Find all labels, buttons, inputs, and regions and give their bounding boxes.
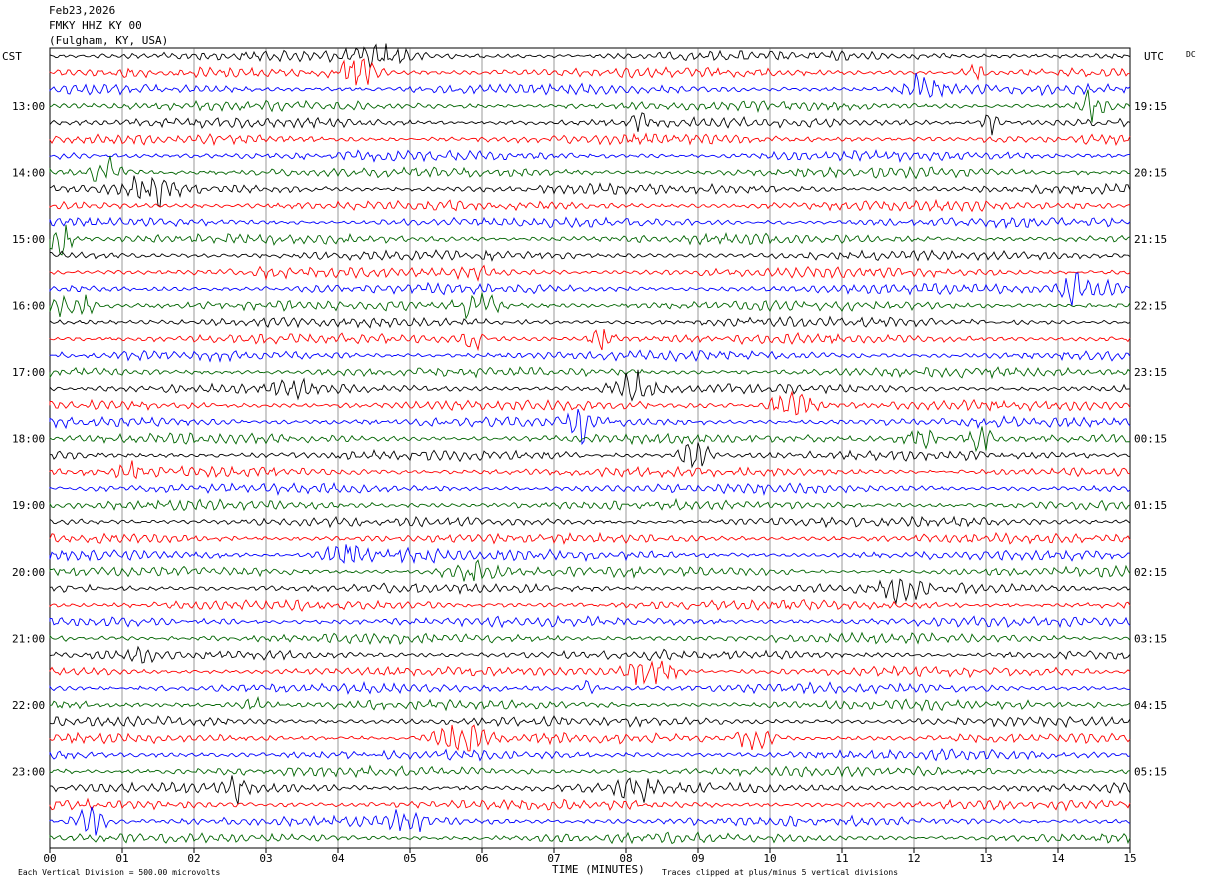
left-hour-label: 14:00 xyxy=(12,166,45,179)
seismic-trace xyxy=(49,329,1131,352)
station-label: FMKY HHZ KY 00 xyxy=(49,19,142,32)
seismic-trace xyxy=(49,497,1131,512)
seismic-trace xyxy=(49,442,1131,469)
left-hour-label: 13:00 xyxy=(12,100,45,113)
seismic-trace xyxy=(49,272,1131,306)
right-hour-label: 20:15 xyxy=(1134,166,1167,179)
left-hour-label: 22:00 xyxy=(12,699,45,712)
seismic-trace xyxy=(49,797,1131,812)
seismic-trace xyxy=(49,43,1131,70)
x-tick-label: 05 xyxy=(403,852,416,865)
x-tick-label: 04 xyxy=(331,852,345,865)
seismic-trace xyxy=(49,614,1131,629)
seismic-trace xyxy=(49,515,1131,529)
x-tick-label: 12 xyxy=(907,852,920,865)
left-hour-label: 19:00 xyxy=(12,499,45,512)
left-hour-label: 23:00 xyxy=(12,765,45,778)
seismic-trace xyxy=(49,72,1131,98)
seismic-trace xyxy=(49,724,1131,752)
clip-note: Traces clipped at plus/minus 5 vertical … xyxy=(662,868,899,877)
seismic-trace xyxy=(49,112,1131,136)
seismic-trace xyxy=(49,216,1131,229)
seismic-trace xyxy=(49,460,1131,480)
seismic-trace xyxy=(49,89,1131,123)
right-hour-label: 01:15 xyxy=(1134,499,1167,512)
seismic-trace xyxy=(49,315,1131,329)
scale-note: Each Vertical Division = 500.00 microvol… xyxy=(18,868,221,877)
seismic-trace xyxy=(49,408,1131,446)
x-tick-label: 13 xyxy=(979,852,992,865)
right-hour-label: 00:15 xyxy=(1134,433,1167,446)
x-axis-label: TIME (MINUTES) xyxy=(552,863,645,876)
location-label: (Fulgham, KY, USA) xyxy=(49,34,169,47)
seismic-trace xyxy=(49,58,1131,86)
seismic-trace xyxy=(49,544,1131,565)
left-timezone-label: CST xyxy=(2,50,22,63)
right-timezone-label: UTC xyxy=(1144,50,1164,63)
left-hour-label: 15:00 xyxy=(12,233,45,246)
seismic-trace xyxy=(49,645,1131,664)
seismic-trace xyxy=(49,660,1131,685)
left-hour-label: 21:00 xyxy=(12,632,45,645)
seismic-trace xyxy=(49,695,1131,712)
seismic-trace xyxy=(49,426,1131,453)
seismic-trace xyxy=(49,366,1131,380)
seismic-trace xyxy=(49,264,1131,282)
seismic-trace xyxy=(49,198,1131,213)
left-hour-label: 20:00 xyxy=(12,566,45,579)
seismic-trace xyxy=(49,155,1130,182)
seismic-trace xyxy=(49,369,1131,402)
x-tick-label: 11 xyxy=(835,852,848,865)
x-tick-label: 00 xyxy=(43,852,56,865)
x-tick-label: 03 xyxy=(259,852,272,865)
dc-label: DC xyxy=(1186,50,1196,59)
seismic-trace xyxy=(49,292,1131,320)
date-label: Feb23,2026 xyxy=(49,4,116,17)
right-hour-label: 02:15 xyxy=(1134,566,1167,579)
plot-frame xyxy=(49,47,1131,849)
x-tick-label: 02 xyxy=(187,852,200,865)
seismic-trace xyxy=(49,132,1131,147)
x-tick-label: 09 xyxy=(691,852,704,865)
seismic-trace xyxy=(49,578,1131,605)
seismic-trace xyxy=(49,748,1131,762)
right-hour-label: 19:15 xyxy=(1134,100,1167,113)
seismic-trace xyxy=(49,224,1131,256)
seismic-trace xyxy=(49,175,1131,208)
right-hour-label: 05:15 xyxy=(1134,765,1167,778)
left-hour-label: 16:00 xyxy=(12,300,45,313)
seismic-trace xyxy=(49,531,1131,545)
seismic-trace xyxy=(49,598,1131,612)
seismic-trace xyxy=(49,390,1131,416)
seismic-trace xyxy=(49,559,1131,582)
left-hour-label: 18:00 xyxy=(12,433,45,446)
seismic-trace xyxy=(49,249,1131,262)
right-hour-label: 03:15 xyxy=(1134,632,1167,645)
seismic-trace xyxy=(49,149,1131,163)
x-tick-label: 10 xyxy=(763,852,776,865)
right-hour-label: 23:15 xyxy=(1134,366,1167,379)
right-hour-label: 04:15 xyxy=(1134,699,1167,712)
right-hour-label: 22:15 xyxy=(1134,300,1167,313)
seismic-trace xyxy=(49,481,1131,496)
seismic-trace xyxy=(49,806,1131,836)
seismic-trace xyxy=(49,679,1131,695)
x-tick-label: 01 xyxy=(115,852,128,865)
x-tick-label: 07 xyxy=(547,852,560,865)
right-hour-label: 21:15 xyxy=(1134,233,1167,246)
x-tick-label: 08 xyxy=(619,852,632,865)
left-hour-label: 17:00 xyxy=(12,366,45,379)
x-tick-label: 06 xyxy=(475,852,488,865)
seismic-trace xyxy=(49,831,1131,845)
seismic-trace xyxy=(49,631,1131,645)
seismic-trace xyxy=(49,775,1131,805)
x-tick-label: 15 xyxy=(1123,852,1136,865)
seismic-trace xyxy=(49,349,1131,363)
seismic-trace xyxy=(49,764,1131,779)
x-tick-label: 14 xyxy=(1051,852,1065,865)
seismic-trace xyxy=(49,715,1131,729)
